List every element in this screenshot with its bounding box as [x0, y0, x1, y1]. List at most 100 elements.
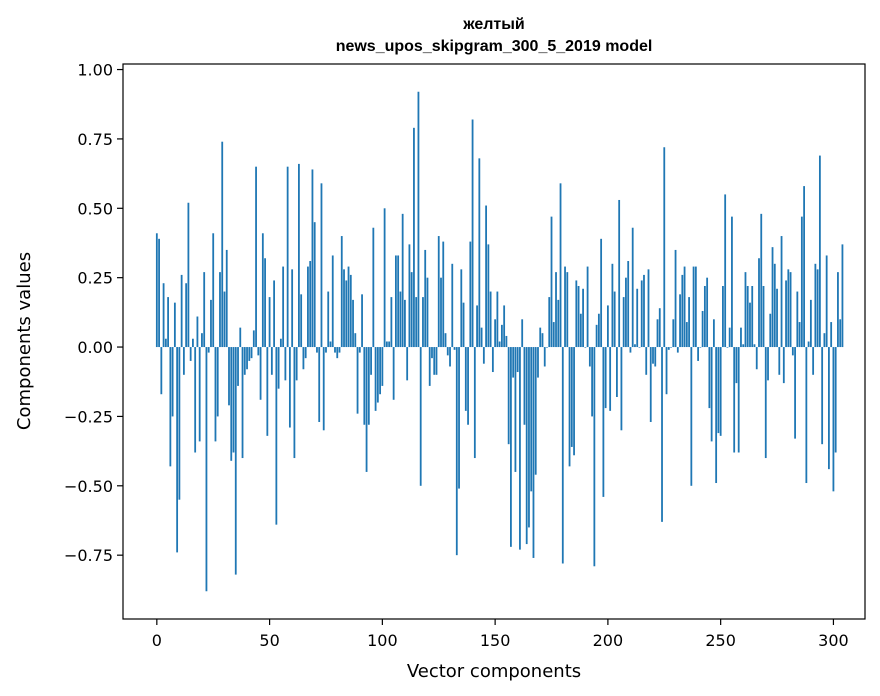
bar-106 — [394, 255, 397, 348]
bar-232 — [679, 294, 681, 348]
bar-231 — [676, 347, 679, 353]
bar-28 — [219, 272, 221, 348]
bar-276 — [778, 347, 781, 375]
bar-230 — [674, 249, 677, 348]
bar-175 — [550, 216, 553, 348]
bar-200 — [606, 305, 609, 348]
bar-209 — [627, 261, 630, 348]
bar-149 — [491, 347, 494, 373]
bar-58 — [286, 166, 289, 348]
bar-218 — [647, 269, 650, 348]
bar-275 — [776, 288, 778, 348]
bar-52 — [273, 280, 275, 348]
bar-49 — [266, 347, 269, 436]
bar-89 — [356, 347, 359, 414]
bar-287 — [803, 186, 805, 348]
bar-291 — [812, 347, 815, 375]
bar-173 — [546, 347, 548, 348]
bar-95 — [370, 347, 372, 375]
bar-64 — [300, 294, 303, 348]
bar-188 — [579, 313, 582, 348]
bar-82 — [340, 236, 343, 348]
bar-9 — [176, 347, 179, 553]
bar-290 — [809, 299, 812, 348]
bar-253 — [726, 347, 729, 348]
bar-1 — [158, 238, 160, 348]
bar-74 — [322, 347, 325, 431]
bar-213 — [636, 288, 639, 348]
bar-274 — [773, 263, 776, 348]
bar-29 — [221, 141, 224, 348]
bar-141 — [473, 347, 476, 459]
bar-238 — [692, 266, 695, 348]
bar-266 — [755, 347, 758, 370]
bar-185 — [573, 347, 575, 456]
bar-268 — [760, 213, 763, 348]
bar-124 — [435, 347, 438, 375]
bar-48 — [264, 258, 266, 348]
bar-224 — [661, 347, 663, 522]
bar-68 — [309, 261, 312, 348]
bar-24 — [210, 299, 212, 348]
bar-243 — [703, 286, 706, 348]
bar-63 — [298, 163, 300, 348]
bar-292 — [814, 263, 817, 348]
bar-169 — [537, 347, 539, 378]
bar-12 — [182, 347, 185, 375]
bar-20 — [201, 333, 203, 348]
bar-38 — [241, 347, 244, 459]
bar-125 — [437, 236, 440, 348]
x-tick-label-150: 150 — [480, 631, 511, 650]
y-tick-label-7: 1.00 — [77, 61, 113, 80]
bar-121 — [428, 347, 431, 386]
bar-8 — [173, 302, 176, 348]
bar-269 — [762, 286, 765, 348]
bar-25 — [212, 233, 215, 348]
bar-170 — [539, 327, 542, 348]
bar-66 — [304, 347, 307, 359]
bar-126 — [440, 277, 442, 348]
y-tick-label-3: 0.00 — [77, 338, 113, 357]
bar-225 — [663, 147, 666, 348]
bar-197 — [600, 238, 603, 348]
bar-41 — [248, 347, 251, 361]
bar-251 — [722, 286, 724, 348]
x-tick-label-0: 0 — [152, 631, 162, 650]
bar-184 — [570, 347, 573, 447]
bar-136 — [462, 302, 465, 348]
bar-162 — [521, 319, 524, 348]
bar-39 — [243, 347, 246, 375]
bar-77 — [329, 341, 332, 348]
bar-133 — [455, 347, 458, 556]
bar-264 — [751, 286, 754, 348]
bar-157 — [510, 347, 512, 547]
bars-group — [155, 91, 844, 592]
bar-94 — [367, 347, 370, 425]
bar-204 — [616, 347, 618, 397]
bar-3 — [162, 283, 165, 348]
bar-113 — [410, 272, 413, 348]
bar-235 — [685, 322, 688, 348]
bar-202 — [611, 263, 614, 348]
bar-78 — [331, 255, 334, 348]
bar-211 — [631, 227, 634, 348]
bar-54 — [277, 347, 280, 389]
bar-295 — [821, 347, 824, 445]
bar-283 — [794, 347, 796, 439]
bar-111 — [406, 347, 409, 381]
bar-18 — [196, 316, 199, 348]
bar-108 — [399, 291, 402, 348]
bar-150 — [494, 319, 497, 348]
bar-214 — [638, 347, 641, 348]
bar-5 — [167, 297, 169, 348]
bar-88 — [354, 333, 357, 348]
bar-180 — [561, 347, 564, 564]
bar-45 — [257, 347, 260, 356]
bar-83 — [343, 269, 345, 348]
bar-21 — [203, 272, 206, 348]
bar-215 — [640, 280, 643, 348]
bar-122 — [431, 347, 433, 359]
y-tick-label-0: −0.75 — [64, 546, 113, 565]
bar-240 — [697, 347, 699, 361]
